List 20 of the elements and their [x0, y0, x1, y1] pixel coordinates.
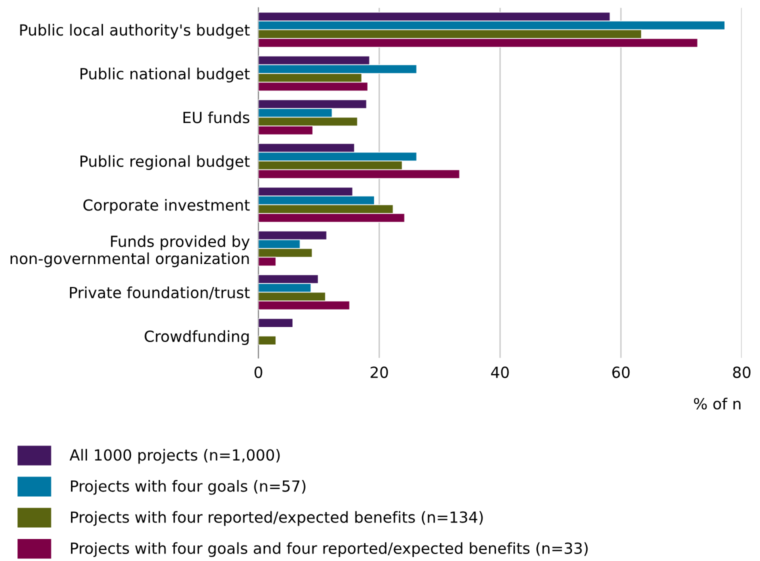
bar — [258, 336, 276, 346]
x-tick-label: 40 — [491, 366, 509, 378]
legend-label: All 1000 projects (n=1,000) — [70, 448, 280, 464]
x-tick-label: 20 — [370, 366, 388, 378]
y-tick-label: Crowdfunding — [144, 330, 249, 346]
x-tick-label: 0 — [254, 366, 262, 378]
y-tick-label: Public national budget — [80, 68, 250, 82]
y-tick-label: Public local authority's budget — [20, 24, 250, 39]
bar — [258, 318, 294, 328]
y-tick-label: Public regional budget — [80, 155, 250, 170]
legend-label: Projects with four reported/expected benefits (n=134) — [70, 511, 483, 526]
y-tick-label: Corporate investment — [83, 198, 250, 214]
x-axis-title: % of n — [694, 398, 740, 410]
x-tick-label: 60 — [612, 366, 630, 378]
y-tick-label: EU funds — [183, 111, 250, 124]
legend-label: Projects with four goals (n=57) — [70, 480, 306, 495]
y-tick-label: Private foundation/trust — [70, 286, 250, 300]
x-tick-label: 80 — [733, 366, 750, 378]
legend-label: Projects with four goals and four reported/expected benefits (n=33) — [70, 542, 588, 557]
y-tick-label: Funds provided by non-governmental organization — [10, 235, 250, 268]
